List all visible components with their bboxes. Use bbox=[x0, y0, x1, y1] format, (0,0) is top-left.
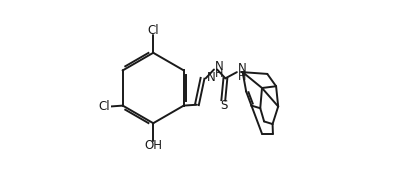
Text: Cl: Cl bbox=[98, 100, 110, 113]
Text: Cl: Cl bbox=[147, 24, 159, 37]
Text: N: N bbox=[238, 62, 247, 75]
Text: N: N bbox=[215, 59, 224, 73]
Text: OH: OH bbox=[144, 139, 162, 152]
Text: H: H bbox=[215, 69, 224, 79]
Text: S: S bbox=[220, 99, 228, 112]
Text: N: N bbox=[207, 71, 215, 84]
Text: H: H bbox=[238, 72, 246, 81]
